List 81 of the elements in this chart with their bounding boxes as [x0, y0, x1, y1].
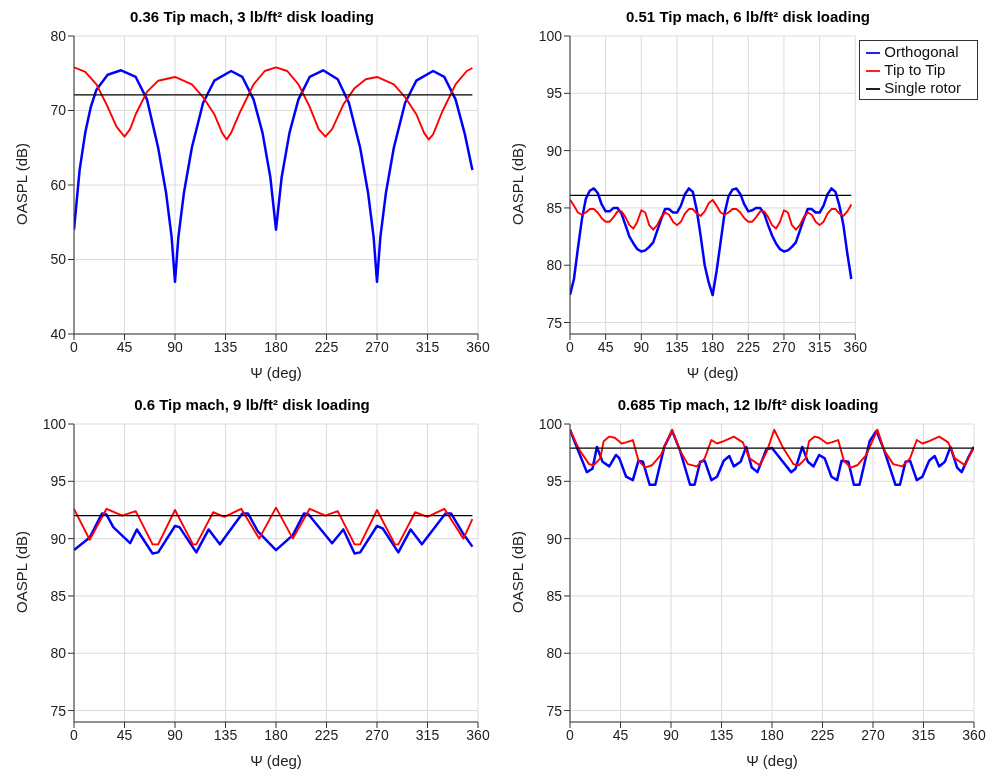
- line-series: [570, 187, 853, 297]
- y-axis-title: OASPL (dB): [13, 531, 31, 613]
- x-tick-label: 360: [466, 726, 490, 743]
- x-tick-label: 135: [213, 726, 238, 743]
- x-tick-label: 0: [566, 338, 575, 355]
- y-tick-label: 100: [538, 27, 563, 44]
- chart-title: 0.6 Tip mach, 9 lb/ft² disk loading: [133, 396, 371, 415]
- y-tick-label: 80: [50, 27, 67, 44]
- legend-label: Orthogonal: [884, 43, 959, 60]
- y-tick-label: 95: [50, 473, 67, 490]
- x-tick-label: 315: [415, 726, 440, 743]
- y-tick-label: 75: [546, 314, 563, 331]
- x-tick-label: 90: [633, 338, 650, 355]
- x-tick-label: 225: [810, 726, 835, 743]
- y-tick-label: 80: [546, 257, 563, 274]
- x-axis-title: Ψ (deg): [250, 364, 302, 381]
- y-tick-label: 90: [50, 530, 67, 547]
- y-tick-label: 85: [546, 199, 563, 216]
- y-tick-label: 95: [546, 85, 563, 102]
- x-tick-label: 135: [665, 338, 689, 355]
- x-tick-label: 270: [365, 338, 389, 355]
- x-tick-label: 135: [709, 726, 734, 743]
- x-tick-label: 0: [566, 726, 575, 743]
- x-axis-title: Ψ (deg): [686, 364, 739, 381]
- line-series: [570, 428, 974, 469]
- line-series: [74, 66, 474, 141]
- legend-label: Single rotor: [884, 79, 961, 96]
- x-tick-label: 360: [466, 338, 490, 355]
- line-series: [74, 69, 474, 284]
- y-tick-label: 80: [50, 645, 67, 662]
- x-tick-label: 45: [597, 338, 614, 355]
- x-axis-title: Ψ (deg): [250, 752, 302, 769]
- y-tick-label: 90: [546, 142, 563, 159]
- x-tick-label: 180: [700, 338, 725, 355]
- x-tick-label: 315: [807, 338, 832, 355]
- x-tick-label: 270: [772, 338, 796, 355]
- y-tick-label: 75: [546, 702, 563, 719]
- y-tick-label: 40: [50, 325, 67, 342]
- line-series: [570, 198, 853, 231]
- x-tick-label: 90: [663, 726, 679, 743]
- x-axis-title: Ψ (deg): [746, 752, 798, 769]
- x-tick-label: 45: [116, 726, 133, 743]
- x-tick-label: 225: [736, 338, 761, 355]
- legend-label: Tip to Tip: [884, 61, 946, 78]
- x-tick-label: 225: [314, 338, 339, 355]
- x-tick-label: 135: [213, 338, 238, 355]
- y-tick-label: 85: [50, 587, 67, 604]
- x-tick-label: 0: [70, 338, 79, 355]
- line-series: [74, 512, 474, 555]
- x-tick-label: 90: [167, 338, 183, 355]
- x-tick-label: 180: [264, 726, 288, 743]
- y-tick-label: 75: [50, 702, 67, 719]
- y-tick-label: 90: [546, 530, 563, 547]
- x-tick-label: 225: [314, 726, 339, 743]
- x-tick-label: 0: [70, 726, 79, 743]
- y-tick-label: 85: [546, 587, 563, 604]
- y-tick-label: 80: [546, 645, 563, 662]
- y-axis-title: OASPL (dB): [13, 143, 31, 225]
- y-tick-label: 100: [42, 415, 67, 432]
- x-tick-label: 45: [116, 338, 133, 355]
- x-tick-label: 180: [760, 726, 784, 743]
- y-tick-label: 60: [50, 176, 67, 193]
- y-tick-label: 70: [50, 102, 67, 119]
- x-tick-label: 180: [264, 338, 288, 355]
- y-tick-label: 95: [546, 473, 563, 490]
- x-tick-label: 45: [612, 726, 629, 743]
- y-tick-label: 100: [538, 415, 563, 432]
- y-tick-label: 50: [50, 251, 67, 268]
- x-tick-label: 270: [861, 726, 885, 743]
- x-tick-label: 360: [962, 726, 986, 743]
- chart-title: 0.685 Tip mach, 12 lb/ft² disk loading: [616, 396, 880, 415]
- x-tick-label: 270: [365, 726, 389, 743]
- chart-title: 0.36 Tip mach, 3 lb/ft² disk loading: [129, 8, 375, 27]
- x-tick-label: 315: [415, 338, 440, 355]
- y-axis-title: OASPL (dB): [509, 143, 527, 225]
- chart-title: 0.51 Tip mach, 6 lb/ft² disk loading: [625, 8, 871, 27]
- line-series: [74, 506, 474, 546]
- x-tick-label: 90: [167, 726, 183, 743]
- x-tick-label: 315: [911, 726, 936, 743]
- x-tick-label: 360: [843, 338, 868, 355]
- y-axis-title: OASPL (dB): [509, 531, 527, 613]
